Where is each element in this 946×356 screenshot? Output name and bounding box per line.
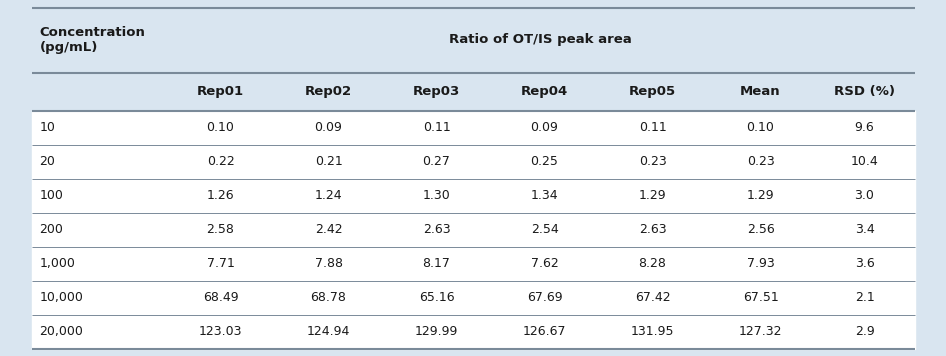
Text: 124.94: 124.94 <box>307 325 350 338</box>
Text: 1.29: 1.29 <box>746 189 775 202</box>
Bar <box>31 110 915 349</box>
Text: Rep05: Rep05 <box>629 85 676 98</box>
Text: 2.63: 2.63 <box>423 223 450 236</box>
Text: 0.10: 0.10 <box>206 121 235 134</box>
Text: 0.11: 0.11 <box>423 121 450 134</box>
Text: 67.69: 67.69 <box>527 291 562 304</box>
Text: 67.42: 67.42 <box>635 291 671 304</box>
Text: 7.93: 7.93 <box>746 257 775 270</box>
Text: Concentration
(pg/mL): Concentration (pg/mL) <box>40 26 146 54</box>
Text: 10,000: 10,000 <box>40 291 83 304</box>
Text: 3.6: 3.6 <box>854 257 874 270</box>
Text: 1.34: 1.34 <box>531 189 558 202</box>
Text: 8.28: 8.28 <box>639 257 666 270</box>
Text: Rep02: Rep02 <box>305 85 352 98</box>
Text: 20: 20 <box>40 155 56 168</box>
Text: 0.21: 0.21 <box>315 155 342 168</box>
Text: 3.4: 3.4 <box>854 223 874 236</box>
Text: 100: 100 <box>40 189 63 202</box>
Text: 7.62: 7.62 <box>531 257 558 270</box>
Text: 0.09: 0.09 <box>315 121 342 134</box>
Text: 8.17: 8.17 <box>423 257 450 270</box>
Bar <box>31 7 915 110</box>
Text: 68.49: 68.49 <box>202 291 238 304</box>
Text: 2.42: 2.42 <box>315 223 342 236</box>
Text: Rep01: Rep01 <box>197 85 244 98</box>
Text: 131.95: 131.95 <box>631 325 674 338</box>
Text: 3.0: 3.0 <box>854 189 874 202</box>
Text: 127.32: 127.32 <box>739 325 782 338</box>
Text: 7.71: 7.71 <box>206 257 235 270</box>
Text: 0.27: 0.27 <box>423 155 450 168</box>
Text: 2.56: 2.56 <box>746 223 775 236</box>
Text: 9.6: 9.6 <box>854 121 874 134</box>
Text: 0.09: 0.09 <box>531 121 558 134</box>
Text: 1.26: 1.26 <box>206 189 235 202</box>
Text: Mean: Mean <box>740 85 780 98</box>
Text: Rep04: Rep04 <box>521 85 569 98</box>
Text: 126.67: 126.67 <box>523 325 567 338</box>
Text: 0.11: 0.11 <box>639 121 666 134</box>
Text: 0.25: 0.25 <box>531 155 558 168</box>
Text: 1,000: 1,000 <box>40 257 76 270</box>
Text: 1.30: 1.30 <box>423 189 450 202</box>
Text: 129.99: 129.99 <box>414 325 458 338</box>
Text: Ratio of OT/IS peak area: Ratio of OT/IS peak area <box>449 33 632 47</box>
Text: 7.88: 7.88 <box>314 257 342 270</box>
Text: 0.23: 0.23 <box>639 155 666 168</box>
Text: 2.54: 2.54 <box>531 223 558 236</box>
Text: 1.29: 1.29 <box>639 189 666 202</box>
Text: 0.23: 0.23 <box>746 155 775 168</box>
Text: 1.24: 1.24 <box>315 189 342 202</box>
Text: 65.16: 65.16 <box>419 291 454 304</box>
Text: Rep03: Rep03 <box>412 85 460 98</box>
Text: RSD (%): RSD (%) <box>834 85 895 98</box>
Text: 0.10: 0.10 <box>746 121 775 134</box>
Text: 123.03: 123.03 <box>199 325 242 338</box>
Text: 20,000: 20,000 <box>40 325 83 338</box>
Text: 67.51: 67.51 <box>743 291 779 304</box>
Text: 10.4: 10.4 <box>850 155 879 168</box>
Text: 2.63: 2.63 <box>639 223 666 236</box>
Text: 0.22: 0.22 <box>206 155 235 168</box>
Text: 2.9: 2.9 <box>854 325 874 338</box>
Text: 200: 200 <box>40 223 63 236</box>
Text: 68.78: 68.78 <box>310 291 346 304</box>
Text: 10: 10 <box>40 121 56 134</box>
Text: 2.58: 2.58 <box>206 223 235 236</box>
Text: 2.1: 2.1 <box>854 291 874 304</box>
